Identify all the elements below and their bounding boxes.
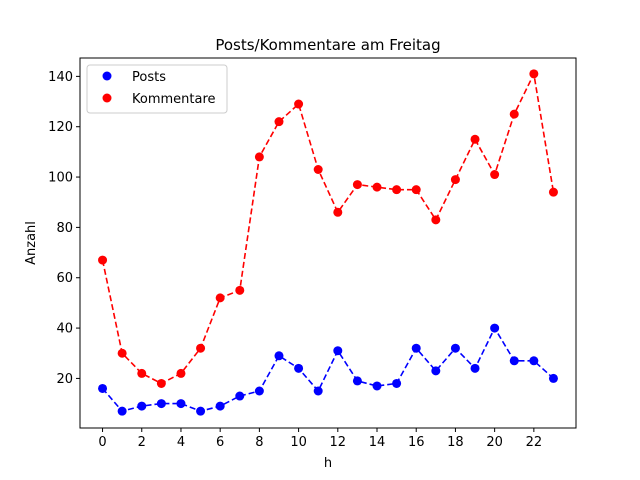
data-point-posts [176, 399, 186, 409]
data-point-posts [156, 399, 166, 409]
data-point-posts [392, 378, 402, 388]
y-axis-ticks: 20 40 60 80 100 120 140 [48, 70, 80, 387]
x-tick-label: 10 [290, 435, 307, 450]
y-tick-label: 20 [56, 372, 73, 387]
data-point-posts [431, 366, 441, 376]
data-point-kommentare [529, 69, 539, 79]
data-point-kommentare [548, 187, 558, 197]
y-tick-label: 40 [56, 322, 73, 337]
data-point-kommentare [313, 165, 323, 175]
data-point-kommentare [431, 215, 441, 225]
data-point-posts [490, 323, 500, 333]
data-point-posts [411, 343, 421, 353]
data-point-posts [450, 343, 460, 353]
data-point-kommentare [352, 180, 362, 190]
data-point-kommentare [294, 99, 304, 109]
x-tick-label: 2 [138, 435, 146, 450]
data-point-posts [117, 406, 127, 416]
x-axis-ticks: 0 2 4 6 8 10 12 14 16 18 20 22 [98, 428, 542, 450]
data-point-posts [274, 351, 284, 361]
data-point-kommentare [196, 343, 206, 353]
data-point-kommentare [254, 152, 264, 162]
data-point-posts [470, 363, 480, 373]
x-tick-label: 14 [369, 435, 386, 450]
data-point-kommentare [117, 348, 127, 358]
y-tick-label: 80 [56, 221, 73, 236]
data-point-kommentare [215, 293, 225, 303]
data-point-posts [529, 356, 539, 366]
data-point-posts [313, 386, 323, 396]
data-point-kommentare [509, 109, 519, 119]
series-markers [98, 69, 558, 416]
data-point-posts [254, 386, 264, 396]
y-tick-label: 140 [48, 70, 73, 85]
data-point-kommentare [392, 185, 402, 195]
legend-marker-kommentare [102, 93, 112, 103]
legend-label-kommentare: Kommentare [132, 92, 216, 107]
legend: Posts Kommentare [86, 64, 228, 114]
data-point-posts [235, 391, 245, 401]
data-point-kommentare [176, 368, 186, 378]
legend-label-posts: Posts [132, 70, 166, 85]
data-point-kommentare [470, 134, 480, 144]
plot-frame [79, 57, 577, 429]
legend-box [86, 64, 228, 114]
data-point-posts [548, 373, 558, 383]
data-point-posts [352, 376, 362, 386]
data-point-posts [294, 363, 304, 373]
x-tick-label: 0 [98, 435, 106, 450]
data-point-posts [137, 401, 147, 411]
y-axis-label: Anzahl [24, 221, 39, 265]
data-point-kommentare [137, 368, 147, 378]
y-tick-label: 60 [56, 271, 73, 286]
data-point-kommentare [333, 207, 343, 217]
data-point-posts [372, 381, 382, 391]
x-tick-label: 12 [330, 435, 347, 450]
data-point-kommentare [411, 185, 421, 195]
x-axis-label: h [324, 456, 332, 471]
x-tick-label: 20 [486, 435, 503, 450]
data-point-posts [509, 356, 519, 366]
data-point-kommentare [98, 255, 108, 265]
data-point-posts [215, 401, 225, 411]
x-tick-label: 4 [177, 435, 185, 450]
x-tick-label: 16 [408, 435, 425, 450]
y-tick-label: 120 [48, 120, 73, 135]
x-tick-label: 22 [526, 435, 543, 450]
data-point-posts [196, 406, 206, 416]
data-point-posts [98, 383, 108, 393]
x-tick-label: 8 [255, 435, 263, 450]
y-tick-label: 100 [48, 171, 73, 186]
chart-title: Posts/Kommentare am Freitag [215, 36, 440, 54]
x-tick-label: 18 [447, 435, 464, 450]
data-point-kommentare [490, 170, 500, 180]
legend-marker-posts [102, 71, 112, 81]
data-point-kommentare [235, 285, 245, 295]
data-point-kommentare [156, 378, 166, 388]
x-tick-label: 6 [216, 435, 224, 450]
data-point-kommentare [274, 117, 284, 127]
data-point-kommentare [450, 175, 460, 185]
data-point-kommentare [372, 182, 382, 192]
data-point-posts [333, 346, 343, 356]
